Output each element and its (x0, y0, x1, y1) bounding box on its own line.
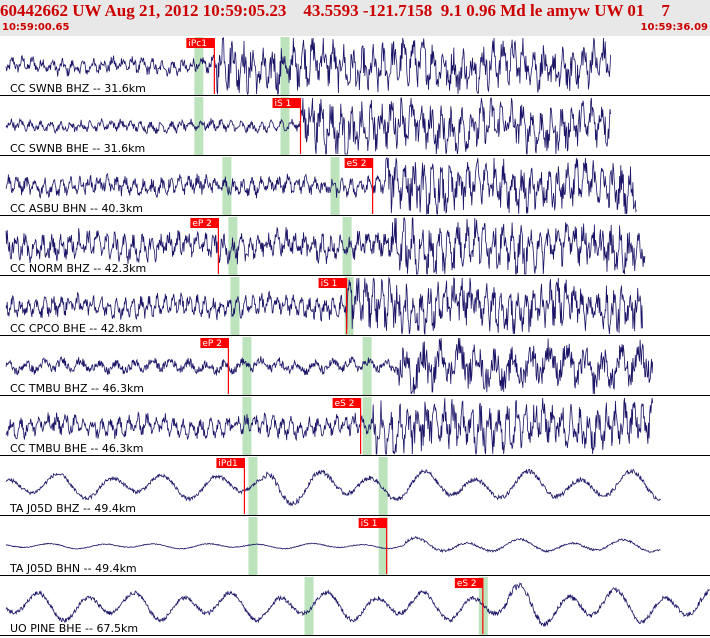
trace-row: eP 2 CC NORM BHZ -- 42.3km (0, 217, 710, 276)
trace-row: eP 2 CC TMBU BHZ -- 46.3km (0, 337, 710, 396)
waveform-line (5, 217, 646, 275)
waveform-line (5, 536, 661, 554)
station-label: CC CPCO BHE -- 42.8km (10, 322, 142, 335)
station-label: CC SWNB BHZ -- 31.6km (10, 82, 146, 95)
pick-label: iPc1 (188, 39, 207, 49)
waveform-line (5, 36, 611, 95)
pick-label: eP 2 (202, 339, 222, 349)
pick-tag (318, 278, 347, 288)
seismogram-plot: iPc1 CC SWNB BHZ -- 31.6km iS 1 CC SWNB BHE… (0, 36, 710, 636)
analysis-window (280, 97, 290, 155)
station-label: CC TMBU BHZ -- 46.3km (10, 382, 144, 395)
trace-row: eS 2 CC ASBU BHN -- 40.3km (0, 157, 710, 216)
waveform-line (5, 276, 643, 336)
analysis-window (344, 277, 354, 335)
analysis-window (378, 457, 388, 515)
pick-label: iS 1 (321, 279, 338, 289)
pick-tag (216, 458, 245, 468)
trace-row: iPd1 TA J05D BHZ -- 49.4km (0, 457, 710, 516)
pick-label: iS 1 (361, 519, 378, 529)
station-label: TA J05D BHN -- 49.4km (9, 562, 137, 575)
pick-label: eS 2 (347, 159, 367, 169)
analysis-window (378, 517, 388, 575)
analysis-window (330, 157, 340, 215)
waveform-line (5, 582, 710, 627)
analysis-window (362, 337, 372, 395)
pick-label: eS 2 (457, 579, 477, 589)
station-label: CC TMBU BHE -- 46.3km (10, 442, 143, 455)
waveform-line (5, 397, 654, 456)
pick-tag (332, 398, 361, 408)
analysis-window (362, 397, 372, 455)
trace-row: iPc1 CC SWNB BHZ -- 31.6km (0, 36, 710, 96)
station-label: TA J05D BHZ -- 49.4km (9, 502, 136, 515)
waveform-line (5, 157, 637, 215)
pick-tag (344, 158, 373, 168)
pick-label: eS 2 (335, 399, 355, 409)
trace-row: eS 2 UO PINE BHE -- 67.5km (0, 577, 710, 636)
pick-tag (358, 518, 387, 528)
pick-tag (190, 218, 219, 228)
end-time: 10:59:36.09 (640, 22, 708, 33)
event-header: 60442662 UW Aug 21, 2012 10:59:05.23 43.… (0, 0, 710, 36)
event-title: 60442662 UW Aug 21, 2012 10:59:05.23 43.… (0, 1, 670, 20)
pick-tag (186, 38, 215, 48)
station-label: CC NORM BHZ -- 42.3km (10, 262, 146, 275)
trace-row: iS 1 CC SWNB BHE -- 31.6km (0, 97, 710, 156)
analysis-window (248, 517, 258, 575)
waveform-line (5, 337, 654, 395)
pick-label: iPd1 (218, 459, 237, 469)
analysis-window (242, 397, 252, 455)
waveform-line (5, 468, 661, 507)
analysis-window (342, 217, 352, 275)
start-time: 10:59:00.65 (2, 22, 70, 33)
pick-tag (272, 98, 301, 108)
trace-row: iS 1 TA J05D BHN -- 49.4km (0, 517, 710, 576)
station-label: CC ASBU BHN -- 40.3km (10, 202, 143, 215)
waveform-line (5, 97, 611, 155)
pick-label: eP 2 (192, 219, 212, 229)
station-label: UO PINE BHE -- 67.5km (10, 622, 138, 635)
trace-row: eS 2 CC TMBU BHE -- 46.3km (0, 397, 710, 456)
pick-tag (200, 338, 229, 348)
analysis-window (248, 457, 258, 515)
station-label: CC SWNB BHE -- 31.6km (10, 142, 145, 155)
analysis-window (304, 577, 314, 635)
pick-label: iS 1 (275, 99, 292, 109)
pick-tag (454, 578, 483, 588)
trace-row: iS 1 CC CPCO BHE -- 42.8km (0, 276, 710, 336)
